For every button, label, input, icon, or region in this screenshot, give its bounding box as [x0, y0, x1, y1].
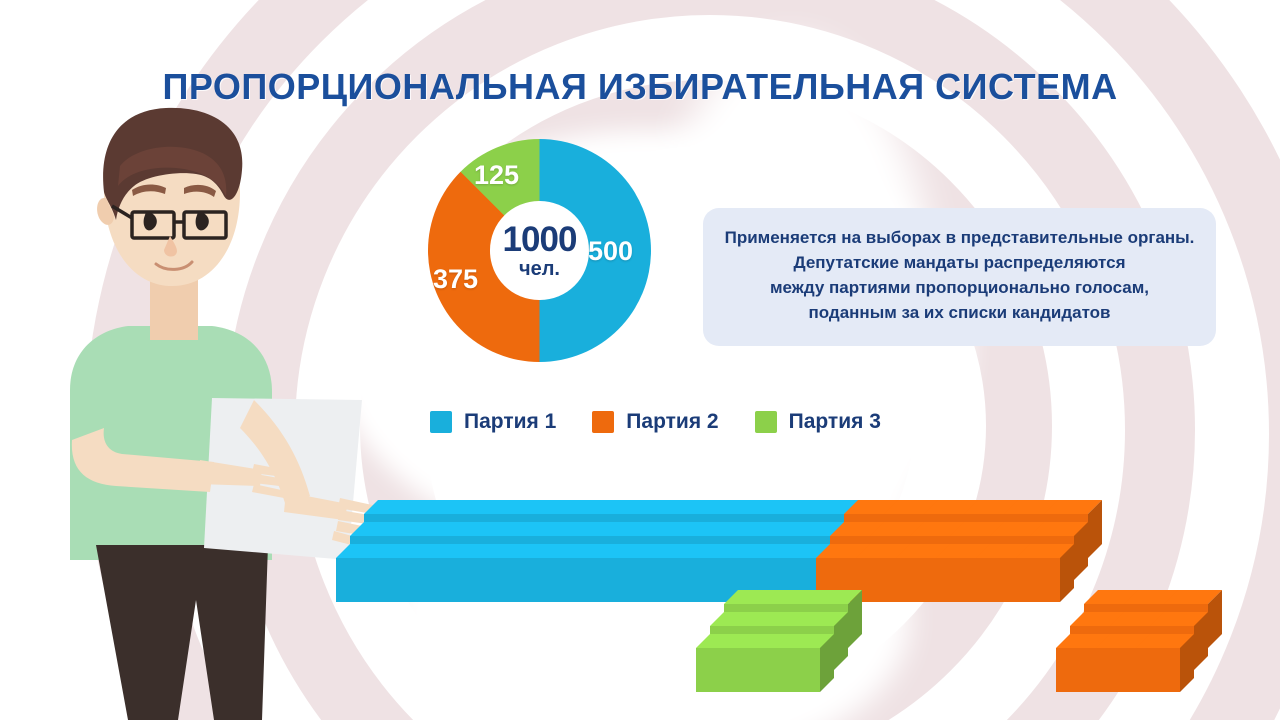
arm-right	[240, 400, 310, 506]
description-line-2: Депутатские мандаты распределяются	[793, 252, 1126, 272]
nose	[164, 236, 177, 257]
hair-highlight	[118, 146, 227, 196]
cube	[776, 634, 834, 692]
legend-swatch-party-1	[430, 411, 452, 433]
eyebrow-right	[184, 184, 216, 197]
eyebrow-left	[132, 184, 166, 196]
presenter-illustration	[70, 107, 392, 720]
glasses	[111, 204, 228, 240]
mouth	[154, 260, 194, 271]
legend-swatch-party-2	[592, 411, 615, 433]
legend-label-party-2: Партия 2	[626, 410, 719, 433]
legend-label-party-1: Партия 1	[464, 410, 557, 433]
donut-label-party-3: 125	[474, 160, 520, 190]
donut-total-unit: чел.	[518, 257, 560, 280]
legend-swatch-party-3	[754, 411, 777, 433]
donut-label-party-1: 500	[588, 236, 634, 266]
donut-label-party-2: 375	[433, 264, 479, 294]
description-line-1: Применяется на выборах в представительны…	[724, 228, 1195, 247]
legend-label-party-3: Партия 3	[788, 410, 881, 433]
donut-chart: 1000 чел. 500 375 125	[428, 139, 651, 362]
eye-right	[195, 212, 209, 231]
legend-item-party-1: Партия 1	[430, 410, 556, 434]
cube	[1136, 634, 1194, 692]
arm-left	[71, 428, 214, 492]
description-line-4: поданным за их списки кандидатов	[808, 302, 1111, 322]
chart-legend: Партия 1 Партия 2 Партия 3	[430, 410, 881, 434]
neck	[150, 280, 198, 340]
cube	[1016, 544, 1074, 602]
description-line-3: между партиями пропорционально голосам,	[769, 277, 1150, 297]
trousers	[96, 545, 268, 720]
legend-item-party-2: Партия 2	[592, 410, 719, 434]
hand-left	[198, 460, 290, 498]
page-title: ПРОПОРЦИОНАЛЬНАЯ ИЗБИРАТЕЛЬНАЯ СИСТЕМА	[162, 66, 1118, 107]
description-card: Применяется на выборах в представительны…	[703, 208, 1216, 346]
ear	[97, 197, 114, 225]
donut-center: 1000 чел.	[490, 201, 589, 300]
legend-item-party-3: Партия 3	[754, 410, 881, 434]
eye-left	[143, 212, 157, 231]
donut-total-value: 1000	[502, 219, 578, 259]
